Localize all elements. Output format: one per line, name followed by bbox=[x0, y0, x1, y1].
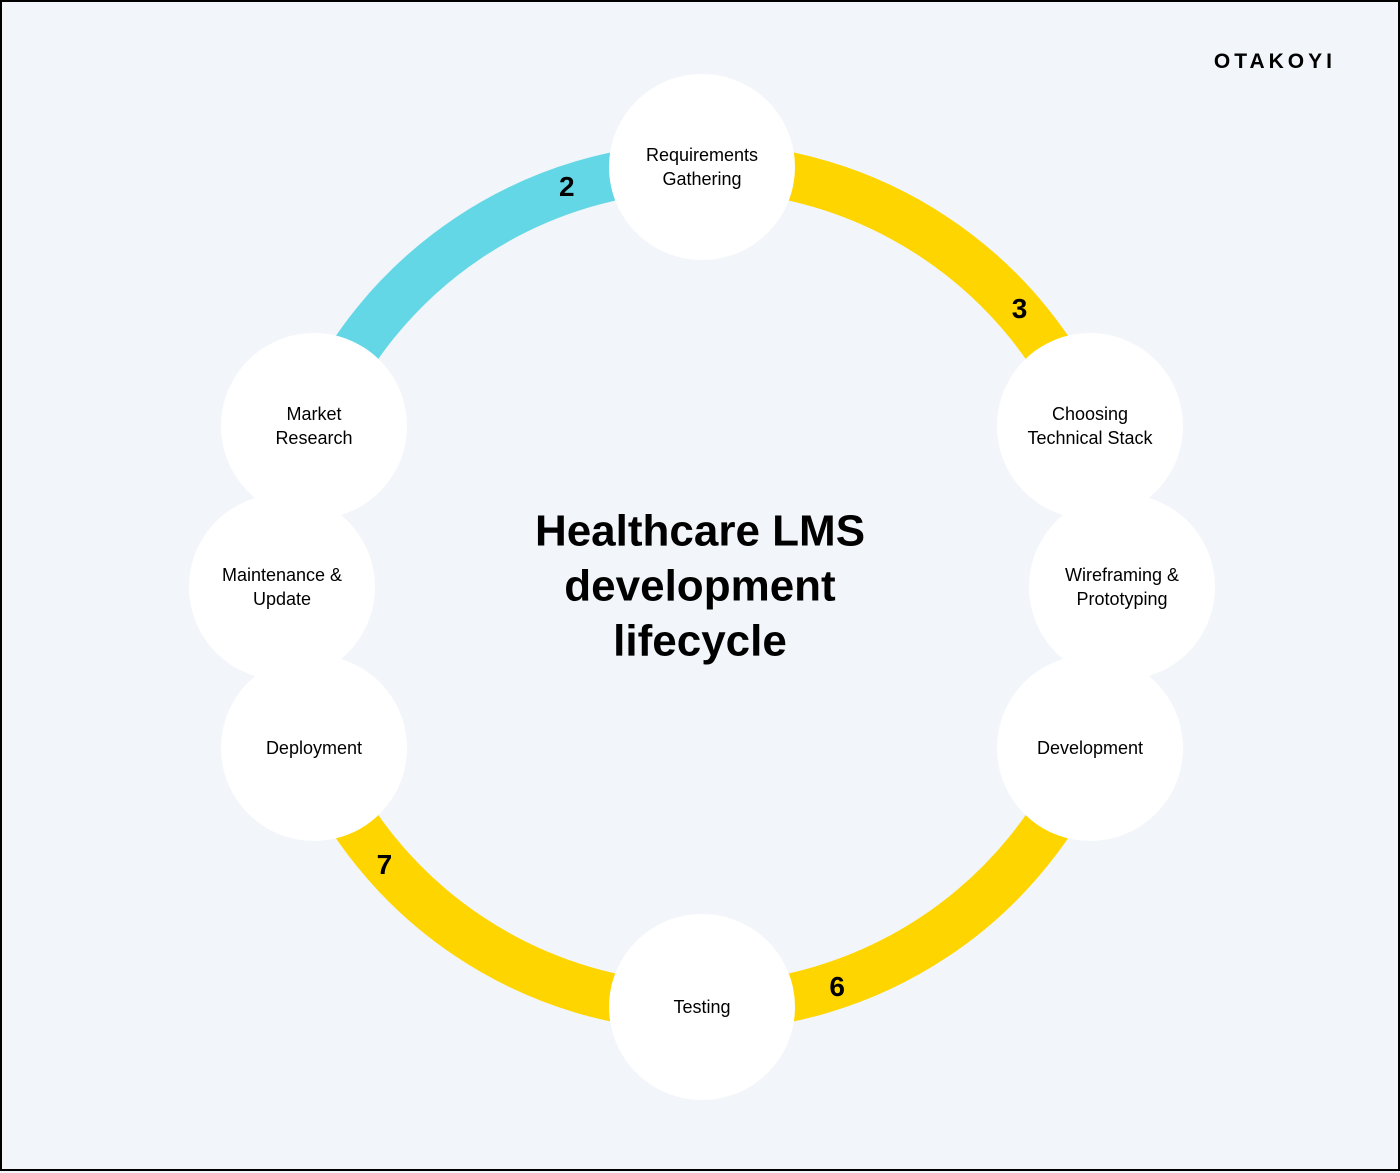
node-label: Wireframing &Prototyping bbox=[1065, 563, 1179, 612]
arc-number: 6 bbox=[829, 971, 845, 1003]
node-label: ChoosingTechnical Stack bbox=[1027, 402, 1152, 451]
lifecycle-node: MarketResearch bbox=[221, 333, 407, 519]
arc-number: 2 bbox=[559, 171, 575, 203]
node-label: Maintenance &Update bbox=[222, 563, 342, 612]
node-label: Development bbox=[1037, 736, 1143, 760]
lifecycle-node: RequirementsGathering bbox=[609, 74, 795, 260]
node-label: RequirementsGathering bbox=[646, 143, 758, 192]
arc-number: 3 bbox=[1012, 293, 1028, 325]
lifecycle-node: Maintenance &Update bbox=[189, 494, 375, 680]
arc-number: 7 bbox=[377, 849, 393, 881]
node-label: Deployment bbox=[266, 736, 362, 760]
node-label: Testing bbox=[673, 995, 730, 1019]
lifecycle-node: ChoosingTechnical Stack bbox=[997, 333, 1183, 519]
node-label: MarketResearch bbox=[275, 402, 352, 451]
lifecycle-diagram: Healthcare LMS development lifecycle 123… bbox=[2, 2, 1398, 1169]
lifecycle-node: Testing bbox=[609, 914, 795, 1100]
lifecycle-node: Development bbox=[997, 655, 1183, 841]
lifecycle-node: Deployment bbox=[221, 655, 407, 841]
lifecycle-node: Wireframing &Prototyping bbox=[1029, 494, 1215, 680]
